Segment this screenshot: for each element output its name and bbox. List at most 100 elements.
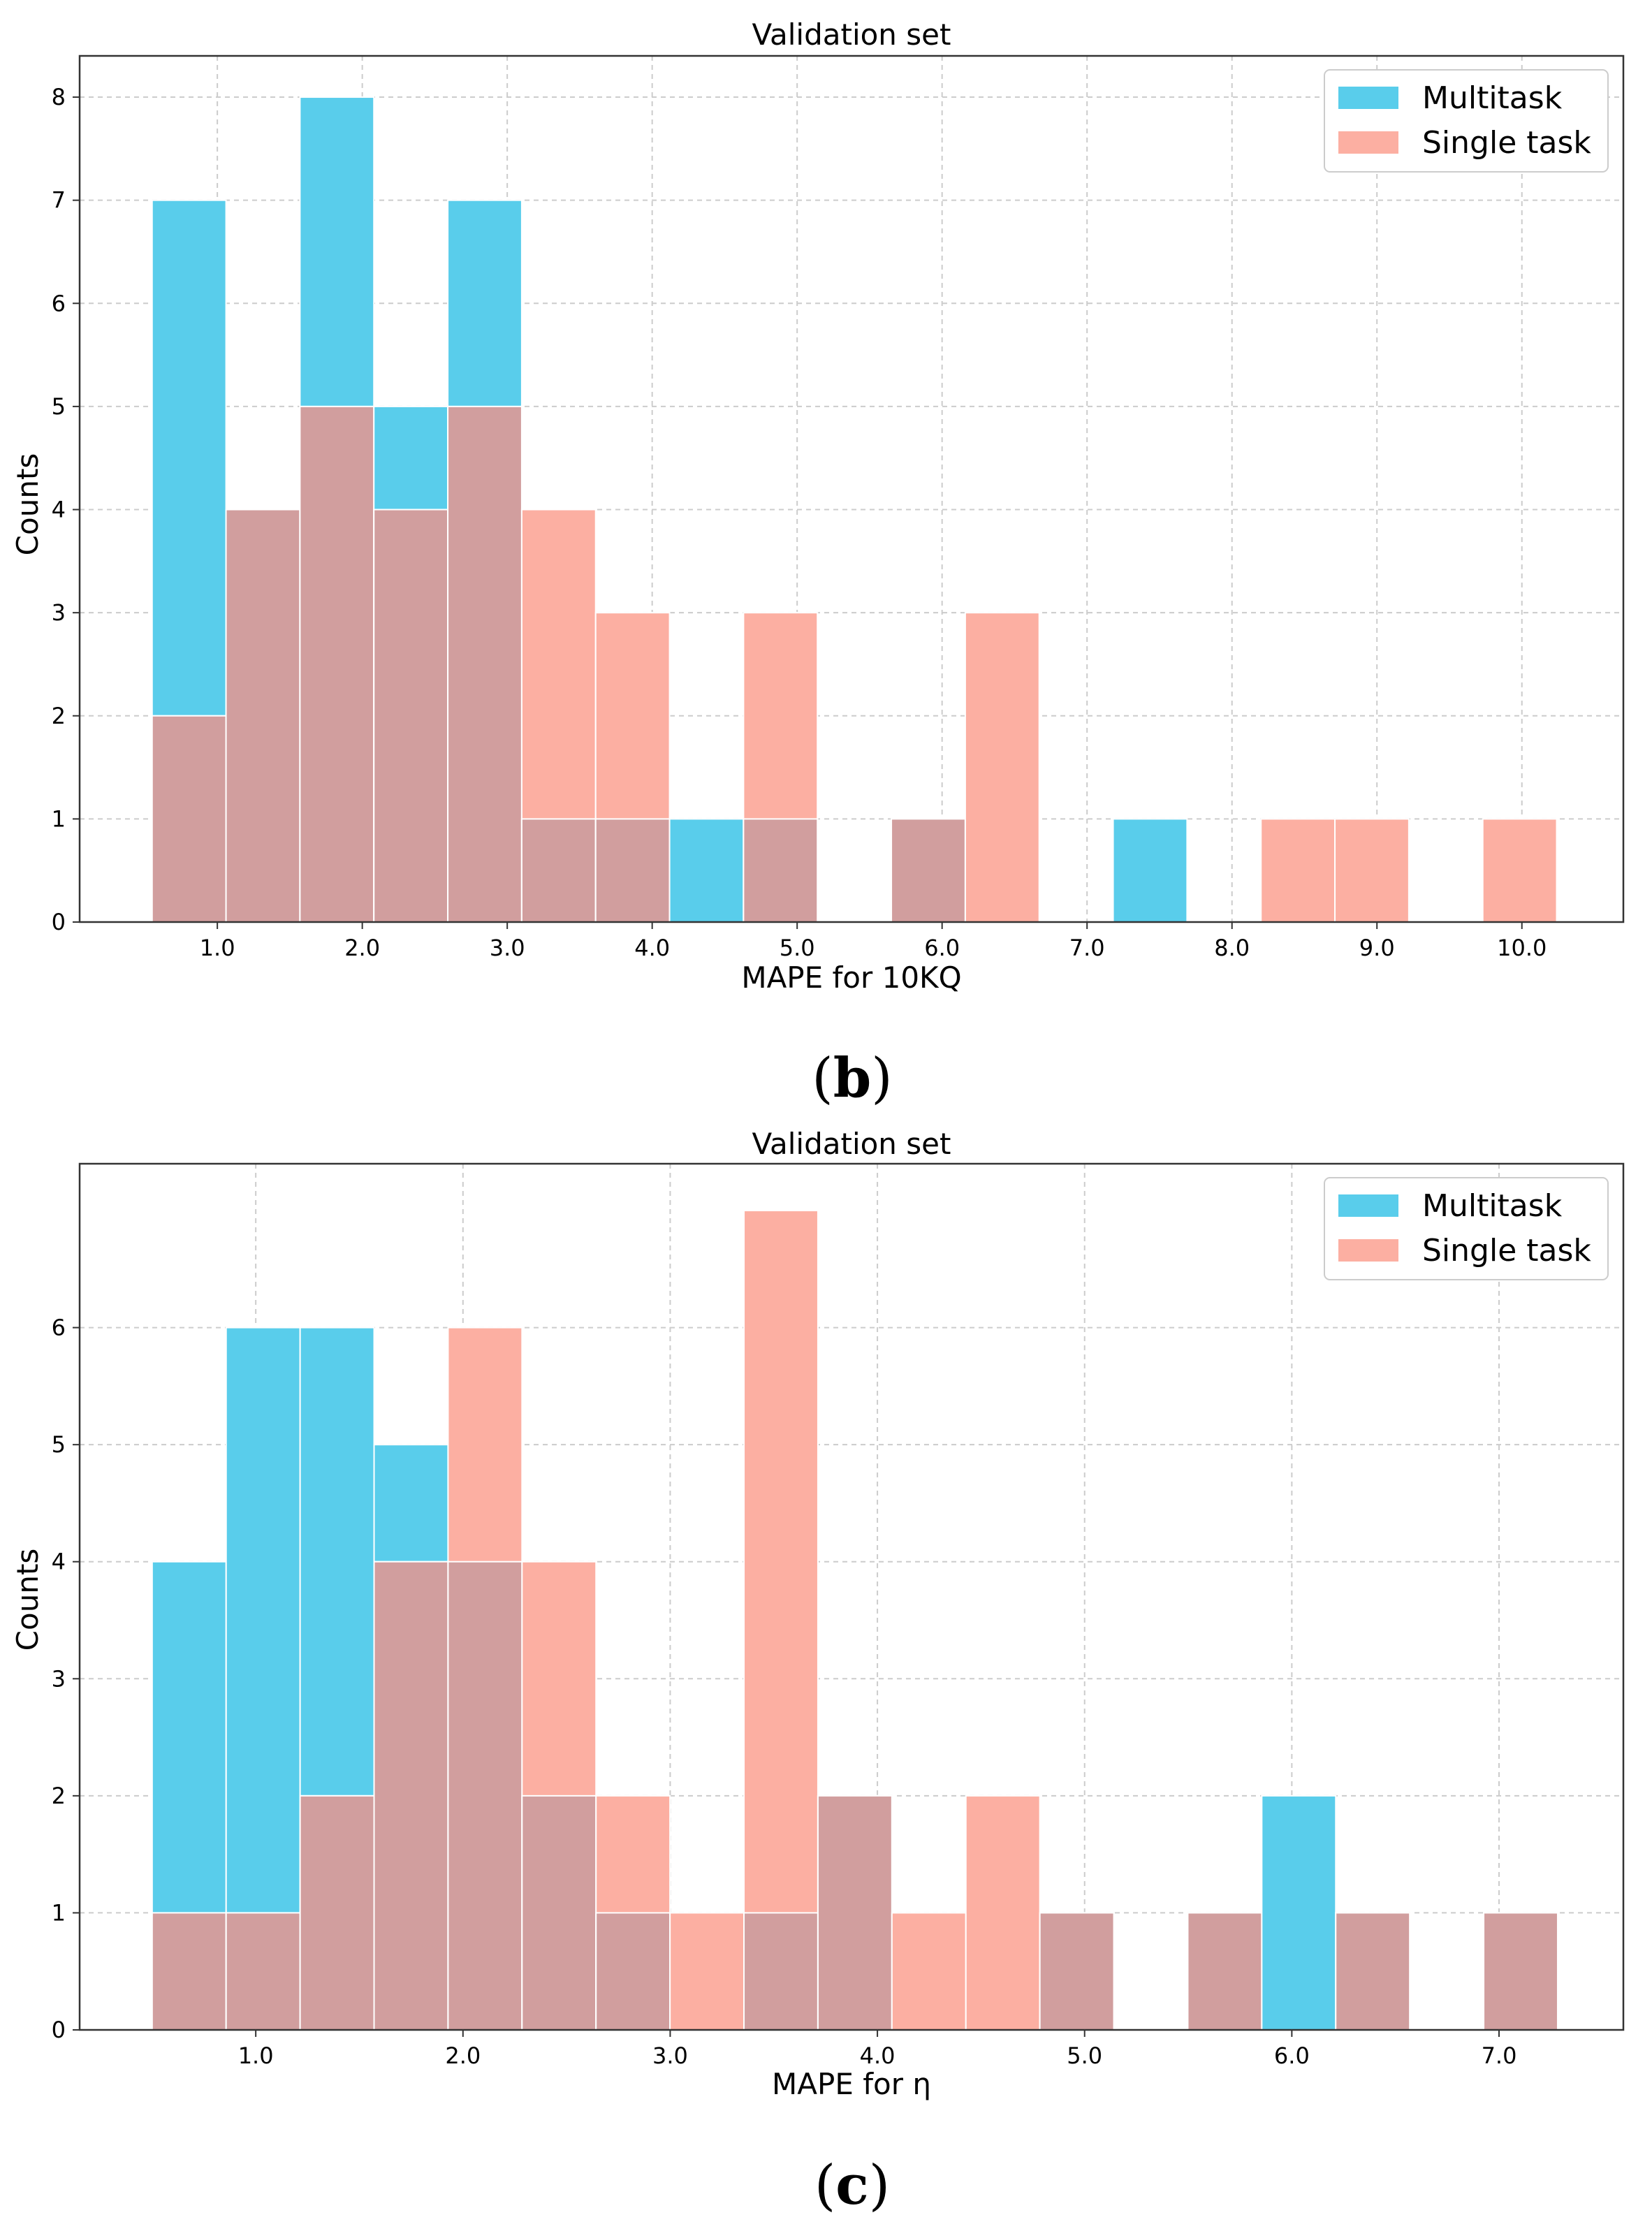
caption-letter: c (835, 2154, 869, 2215)
caption-close-paren: ) (871, 1047, 892, 1110)
bar-multitask (668, 818, 745, 923)
bar-overlap (594, 818, 671, 923)
caption-open-paren: ( (814, 2154, 835, 2215)
chart-panel-c: Validation set 1.0 2.0 3.0 4.0 5.0 6.0 7.0 0 1 2… (10, 1127, 1625, 2215)
caption-letter: b (833, 1046, 872, 1110)
x-tick-label: 4.0 (860, 2042, 896, 2069)
bar-single-task (965, 1794, 1041, 2031)
y-axis-ticks: 0 1 2 3 4 5 6 7 8 (52, 84, 80, 935)
bar-single-task (891, 1912, 967, 2031)
x-tick-label: 1.0 (200, 935, 235, 961)
y-axis-label: Counts (10, 453, 45, 556)
legend: Multitask Single task (1324, 1177, 1609, 1280)
x-tick-label: 2.0 (445, 2042, 481, 2069)
bar-overlap (225, 1912, 301, 2031)
legend-swatch-single-task (1338, 131, 1398, 154)
bar-single-task (1482, 818, 1558, 923)
bar-overlap (373, 1560, 449, 2031)
x-tick-label: 3.0 (652, 2042, 688, 2069)
chart-title: Validation set (752, 1127, 951, 1161)
x-tick-label: 1.0 (238, 2042, 274, 2069)
histogram-bars (151, 96, 1558, 923)
y-tick-label: 0 (52, 909, 66, 935)
panel-caption-b: (b) (812, 1046, 892, 1110)
x-tick-label: 7.0 (1069, 935, 1105, 961)
x-axis-label: MAPE for 10KQ (741, 960, 961, 995)
x-tick-label: 5.0 (1067, 2042, 1102, 2069)
bar-overlap (1187, 1912, 1263, 2031)
plot-frame (78, 1162, 1625, 2031)
y-tick-label: 2 (52, 1783, 66, 1809)
caption-close-paren: ) (869, 2154, 890, 2215)
bar-overlap (595, 1912, 671, 2031)
x-tick-label: 8.0 (1214, 935, 1250, 961)
x-tick-label: 2.0 (344, 935, 380, 961)
y-tick-label: 7 (52, 187, 66, 214)
bar-multitask (1261, 1794, 1337, 2031)
legend-label-multitask: Multitask (1422, 1188, 1563, 1224)
bar-overlap (817, 1794, 893, 2031)
bar-overlap (151, 715, 227, 923)
bar-overlap (743, 818, 819, 923)
legend-label-multitask: Multitask (1422, 80, 1563, 116)
bar-overlap (299, 1794, 375, 2031)
chart-title: Validation set (752, 17, 951, 52)
caption-open-paren: ( (812, 1047, 833, 1110)
bar-overlap (151, 1912, 227, 2031)
x-tick-label: 6.0 (1274, 2042, 1310, 2069)
y-tick-label: 1 (52, 805, 66, 832)
y-axis-ticks: 0 1 2 3 4 5 6 (52, 1315, 80, 2043)
bar-overlap (743, 1912, 819, 2031)
y-tick-label: 5 (52, 393, 66, 420)
bar-overlap (520, 818, 597, 923)
x-axis-ticks: 1.0 2.0 3.0 4.0 5.0 6.0 7.0 (238, 2030, 1517, 2069)
bar-overlap (1335, 1912, 1411, 2031)
bar-overlap (447, 1560, 523, 2031)
legend: Multitask Single task (1324, 69, 1609, 173)
y-tick-label: 0 (52, 2017, 66, 2043)
bar-single-task (669, 1912, 745, 2031)
y-axis-label: Counts (10, 1549, 45, 1651)
plot-frame (78, 54, 1625, 923)
bar-single-task (964, 612, 1040, 923)
x-tick-label: 7.0 (1482, 2042, 1517, 2069)
bar-overlap (1039, 1912, 1115, 2031)
y-tick-label: 3 (52, 599, 66, 626)
x-tick-label: 5.0 (780, 935, 815, 961)
bar-overlap (299, 405, 375, 923)
bar-overlap (891, 818, 966, 923)
bar-overlap (447, 405, 522, 923)
y-tick-label: 6 (52, 1315, 66, 1341)
x-tick-label: 6.0 (924, 935, 960, 961)
y-tick-label: 4 (52, 497, 66, 523)
x-tick-label: 4.0 (634, 935, 670, 961)
legend-swatch-single-task (1338, 1239, 1398, 1262)
bar-multitask (1112, 818, 1188, 923)
y-tick-label: 1 (52, 1899, 66, 1926)
bar-single-task (1334, 818, 1410, 923)
y-tick-label: 3 (52, 1665, 66, 1692)
y-tick-label: 4 (52, 1549, 66, 1575)
x-tick-label: 10.0 (1497, 935, 1547, 961)
panel-caption-c: (c) (814, 2154, 890, 2215)
legend-label-single-task: Single task (1422, 125, 1591, 161)
y-tick-label: 2 (52, 703, 66, 729)
bar-overlap (225, 509, 301, 923)
chart-panel-b: Validation set 1.0 2.0 3.0 4.0 5.0 6.0 7.0 8.0 9… (10, 17, 1625, 1110)
bar-overlap (1483, 1912, 1558, 2031)
bar-single-task (743, 1210, 819, 2031)
y-tick-label: 8 (52, 84, 66, 110)
legend-label-single-task: Single task (1422, 1233, 1591, 1269)
bar-overlap (521, 1794, 597, 2031)
x-axis-ticks: 1.0 2.0 3.0 4.0 5.0 6.0 7.0 8.0 9.0 10.0 (200, 922, 1547, 961)
histogram-bars (151, 1210, 1558, 2031)
x-tick-label: 9.0 (1359, 935, 1395, 961)
x-tick-label: 3.0 (490, 935, 525, 961)
legend-swatch-multitask (1338, 1194, 1398, 1217)
legend-swatch-multitask (1338, 87, 1398, 109)
y-tick-label: 5 (52, 1431, 66, 1458)
bar-single-task (1260, 818, 1336, 923)
bar-overlap (373, 509, 449, 923)
x-axis-label: MAPE for η (772, 2067, 931, 2101)
